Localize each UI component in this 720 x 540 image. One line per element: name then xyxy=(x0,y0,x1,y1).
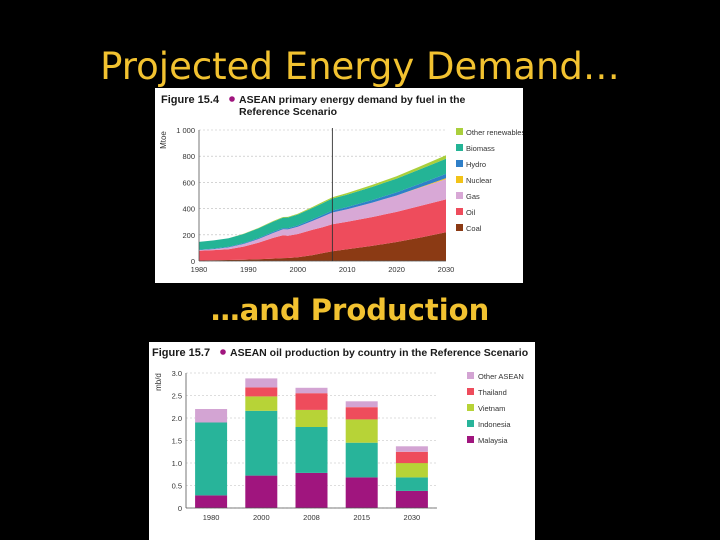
legend-label-hydro: Hydro xyxy=(466,160,486,169)
y-tick-label: 400 xyxy=(182,205,195,214)
y-axis-label: mb/d xyxy=(154,373,163,391)
y-tick-label: 800 xyxy=(182,152,195,161)
legend-swatch-hydro xyxy=(456,160,463,167)
y-tick-label: 600 xyxy=(182,178,195,187)
x-tick-label: 2015 xyxy=(353,513,370,522)
area-coal xyxy=(199,232,446,261)
bar-2015-vietnam xyxy=(345,419,378,443)
y-tick-label: 0 xyxy=(191,257,195,266)
bar-1980-other-asean xyxy=(195,409,228,423)
x-tick-label: 2000 xyxy=(253,513,270,522)
bar-2015-indonesia xyxy=(345,442,378,478)
y-tick-label: 1.0 xyxy=(172,459,182,468)
bar-2030-other-asean xyxy=(395,446,428,452)
x-tick-label: 2030 xyxy=(404,513,421,522)
bar-2000-indonesia xyxy=(245,410,278,476)
legend-swatch-oil xyxy=(456,208,463,215)
bar-2030-indonesia xyxy=(395,477,428,491)
legend-swatch-gas xyxy=(456,192,463,199)
legend-label-coal: Coal xyxy=(466,224,482,233)
bar-2030-thailand xyxy=(395,451,428,464)
energy-demand-chart-panel: Figure 15.4 ASEAN primary energy demand b… xyxy=(155,88,523,283)
bar-2000-thailand xyxy=(245,387,278,397)
y-tick-label: 200 xyxy=(182,231,195,240)
legend-swatch-vietnam xyxy=(467,404,474,411)
x-tick-label: 1990 xyxy=(240,265,257,274)
legend-swatch-malaysia xyxy=(467,436,474,443)
legend-label-vietnam: Vietnam xyxy=(478,404,505,413)
energy-demand-chart: Figure 15.4 ASEAN primary energy demand b… xyxy=(159,94,523,274)
chart-title: ASEAN oil production by country in the R… xyxy=(230,347,528,359)
bar-1980-indonesia xyxy=(195,422,228,496)
x-tick-label: 1980 xyxy=(203,513,220,522)
bar-2000-malaysia xyxy=(245,475,278,508)
bar-2008-malaysia xyxy=(295,472,328,508)
legend-label-indonesia: Indonesia xyxy=(478,420,511,429)
y-tick-label: 2.0 xyxy=(172,414,182,423)
bar-2015-other-asean xyxy=(345,401,378,408)
legend-swatch-biomass xyxy=(456,144,463,151)
legend-label-thailand: Thailand xyxy=(478,388,507,397)
bar-1980-malaysia xyxy=(195,495,228,508)
oil-production-chart: Figure 15.7 ASEAN oil production by count… xyxy=(152,347,528,522)
bar-2015-thailand xyxy=(345,407,378,420)
bar-2008-vietnam xyxy=(295,409,328,427)
legend-swatch-coal xyxy=(456,224,463,231)
legend-swatch-other-renewables xyxy=(456,128,463,135)
x-tick-label: 2010 xyxy=(339,265,356,274)
y-tick-label: 2.5 xyxy=(172,392,182,401)
legend-label-nuclear: Nuclear xyxy=(466,176,492,185)
legend-label-gas: Gas xyxy=(466,192,480,201)
y-tick-label: 3.0 xyxy=(172,369,182,378)
legend-swatch-other-asean xyxy=(467,372,474,379)
legend-label-other-renewables: Other renewables xyxy=(466,128,523,137)
area-biomass xyxy=(199,158,446,250)
legend-label-other-asean: Other ASEAN xyxy=(478,372,524,381)
bar-2000-other-asean xyxy=(245,378,278,388)
legend-label-oil: Oil xyxy=(466,208,476,217)
legend-swatch-nuclear xyxy=(456,176,463,183)
x-tick-label: 2000 xyxy=(289,265,306,274)
oil-production-chart-panel: Figure 15.7 ASEAN oil production by count… xyxy=(149,342,535,540)
y-tick-label: 0.5 xyxy=(172,482,182,491)
bar-2008-thailand xyxy=(295,393,328,410)
legend-label-malaysia: Malaysia xyxy=(478,436,508,445)
title-bullet-dot xyxy=(220,349,226,355)
slide-title: Projected Energy Demand… xyxy=(100,45,620,88)
y-tick-label: 0 xyxy=(178,504,182,513)
legend-swatch-indonesia xyxy=(467,420,474,427)
figure-label: Figure 15.4 xyxy=(161,94,220,106)
legend-label-biomass: Biomass xyxy=(466,144,495,153)
title-bullet-dot xyxy=(229,96,235,102)
bar-2030-vietnam xyxy=(395,463,428,478)
bar-2008-indonesia xyxy=(295,427,328,473)
x-tick-label: 2008 xyxy=(303,513,320,522)
bar-2000-vietnam xyxy=(245,396,278,411)
y-tick-label: 1.5 xyxy=(172,437,182,446)
chart-title: ASEAN primary energy demand by fuel in t… xyxy=(239,94,466,118)
x-tick-label: 2020 xyxy=(388,265,405,274)
bar-2015-malaysia xyxy=(345,477,378,508)
legend-swatch-thailand xyxy=(467,388,474,395)
y-tick-label: 1 000 xyxy=(176,126,195,135)
x-tick-label: 2030 xyxy=(438,265,455,274)
x-tick-label: 1980 xyxy=(191,265,208,274)
y-axis-label: Mtoe xyxy=(159,131,168,149)
bar-2008-other-asean xyxy=(295,387,328,394)
figure-label: Figure 15.7 xyxy=(152,347,210,359)
bar-2030-malaysia xyxy=(395,490,428,508)
slide-subtitle: …and Production xyxy=(210,293,490,327)
area-oil xyxy=(199,199,446,261)
